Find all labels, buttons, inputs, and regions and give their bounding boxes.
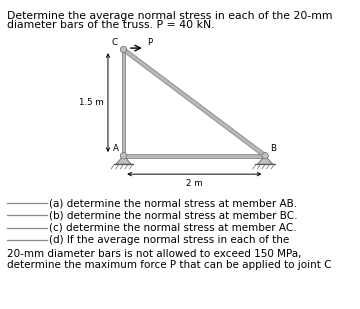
Polygon shape bbox=[116, 156, 131, 164]
Text: (d) If the average normal stress in each of the: (d) If the average normal stress in each… bbox=[49, 235, 289, 245]
Polygon shape bbox=[123, 154, 265, 158]
Text: 20-mm diameter bars is not allowed to exceed 150 MPa,: 20-mm diameter bars is not allowed to ex… bbox=[7, 249, 302, 259]
Polygon shape bbox=[122, 49, 126, 156]
Circle shape bbox=[120, 46, 127, 53]
Text: diameter bars of the truss. P = 40 kN.: diameter bars of the truss. P = 40 kN. bbox=[7, 20, 215, 30]
Circle shape bbox=[120, 153, 127, 159]
Text: (c) determine the normal stress at member AC.: (c) determine the normal stress at membe… bbox=[49, 223, 296, 233]
Polygon shape bbox=[122, 48, 266, 157]
Text: B: B bbox=[270, 144, 276, 153]
Text: 1.5 m: 1.5 m bbox=[79, 98, 104, 107]
Text: (a) determine the normal stress at member AB.: (a) determine the normal stress at membe… bbox=[49, 198, 297, 208]
Text: 2 m: 2 m bbox=[186, 179, 203, 188]
Text: determine the maximum force P that can be applied to joint C: determine the maximum force P that can b… bbox=[7, 260, 332, 270]
Text: P: P bbox=[147, 38, 152, 47]
Polygon shape bbox=[257, 156, 273, 164]
Text: A: A bbox=[113, 144, 118, 153]
Text: Determine the average normal stress in each of the 20-mm: Determine the average normal stress in e… bbox=[7, 11, 333, 21]
Text: (b) determine the normal stress at member BC.: (b) determine the normal stress at membe… bbox=[49, 210, 297, 220]
Text: C: C bbox=[111, 38, 117, 47]
Circle shape bbox=[262, 153, 268, 159]
